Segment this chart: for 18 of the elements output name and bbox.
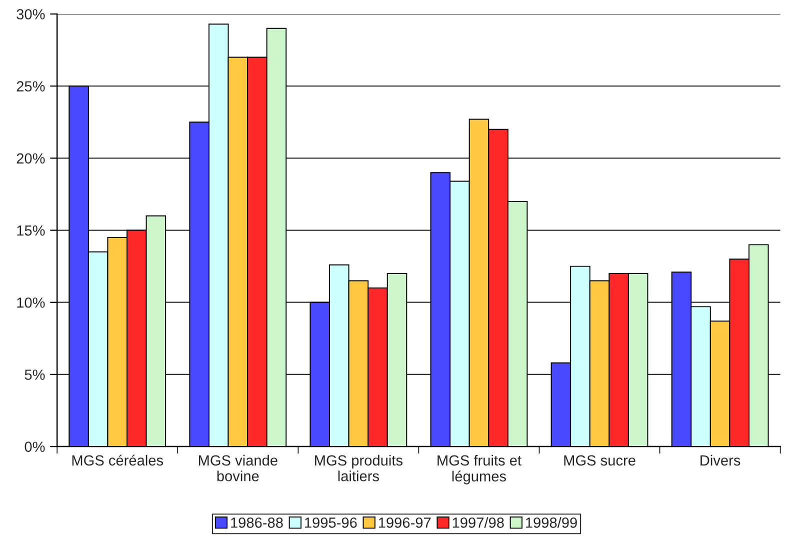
x-tick-label: MGS produits laitiers [315,454,402,482]
y-tick-label: 5% [24,370,45,380]
legend-label: 1986-88 [231,518,283,528]
x-tick-label: MGS céréales [72,454,164,466]
y-tick-label: 10% [17,297,45,308]
y-tick-label: 25% [16,81,45,92]
x-tick-label: Divers [700,454,740,466]
x-tick-label: MGS viande bovine [198,454,278,482]
legend-label: 1998/99 [526,517,577,528]
y-tick-label: 0% [24,442,45,452]
y-tick-label: 30% [16,9,45,20]
x-tick-label: MGS sucre [564,455,636,466]
y-tick-label: 15% [17,225,45,236]
legend-label: 1997/98 [452,517,504,528]
x-tick-label: MGS fruits et légumes [438,454,522,484]
legend-label: 1996-97 [378,518,431,528]
legend-label: 1995-96 [305,518,357,528]
y-tick-label: 20% [16,153,45,164]
